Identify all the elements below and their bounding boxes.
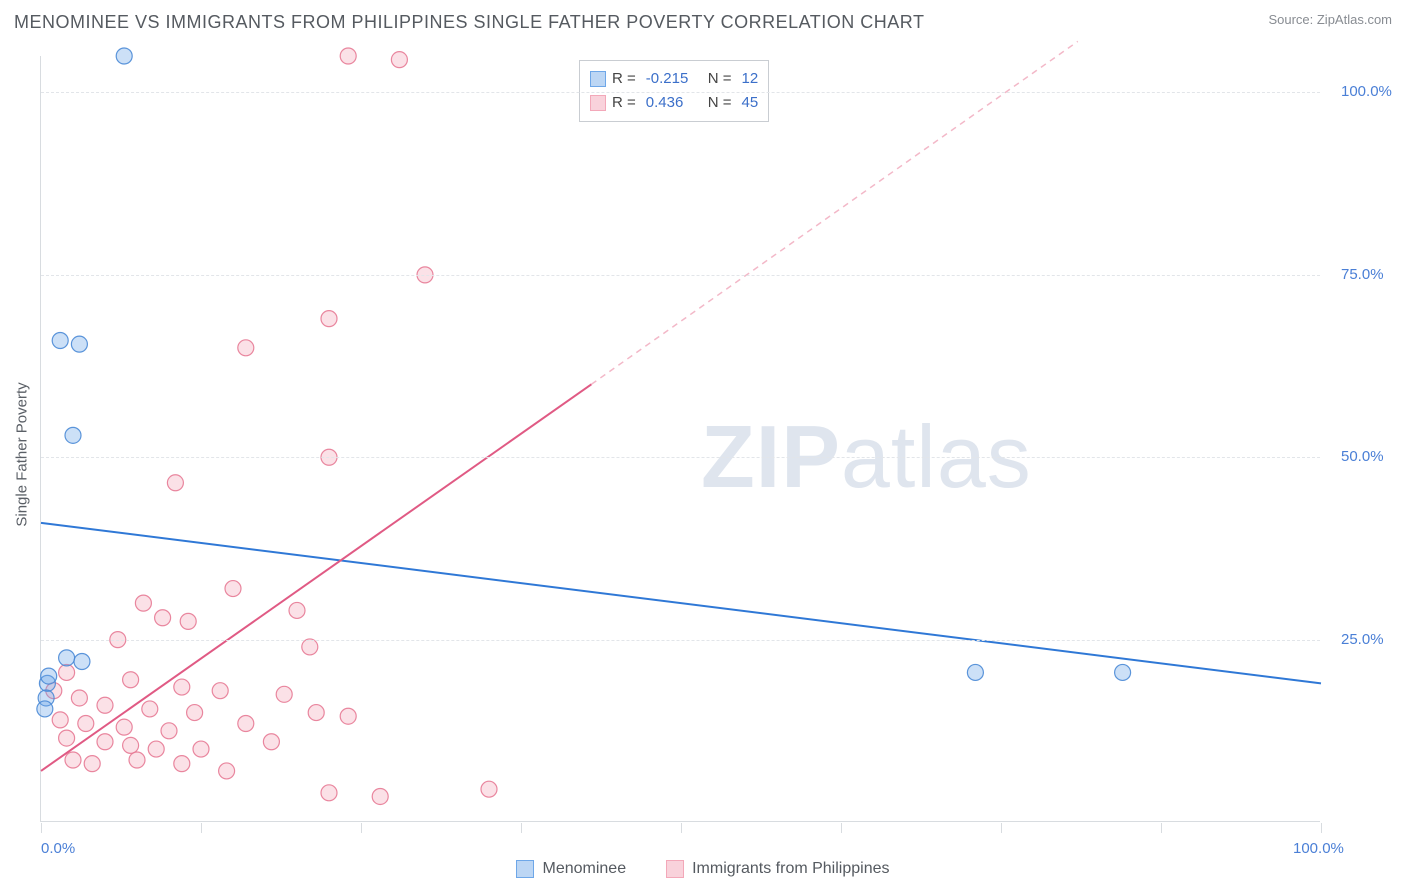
stats-row: R = 0.436 N = 45 [590, 91, 758, 115]
legend-swatch [516, 860, 534, 878]
n-value: 45 [742, 91, 759, 115]
gridline [41, 275, 1320, 276]
scatter-plot: ZIPatlas R =-0.215N =12R =0.436N =45 25.… [40, 56, 1320, 822]
gridline [41, 457, 1320, 458]
n-label: N = [708, 67, 732, 91]
y-tick-label: 75.0% [1341, 266, 1384, 283]
y-tick-label: 50.0% [1341, 448, 1384, 465]
r-label: R = [612, 91, 636, 115]
n-value: 12 [742, 67, 759, 91]
legend-label: Menominee [542, 860, 626, 878]
x-tick [1161, 823, 1162, 833]
y-tick-label: 25.0% [1341, 631, 1384, 648]
gridline [41, 92, 1320, 93]
x-tick [1321, 823, 1322, 833]
series-swatch [590, 71, 606, 87]
x-tick [841, 823, 842, 833]
chart-title: MENOMINEE VS IMMIGRANTS FROM PHILIPPINES… [14, 12, 924, 33]
plot-svg [41, 56, 1321, 822]
legend-swatch [666, 860, 684, 878]
stats-row: R = -0.215 N = 12 [590, 67, 758, 91]
r-label: R = [612, 67, 636, 91]
x-tick [41, 823, 42, 833]
y-tick-label: 100.0% [1341, 83, 1392, 100]
gridline [41, 640, 1320, 641]
x-tick [201, 823, 202, 833]
x-tick-label: 100.0% [1293, 840, 1386, 857]
legend-item: Immigrants from Philippines [666, 860, 889, 878]
x-tick [361, 823, 362, 833]
legend-item: Menominee [516, 860, 626, 878]
y-axis-label: Single Father Poverty [14, 382, 31, 526]
legend-label: Immigrants from Philippines [692, 860, 889, 878]
chart-legend: Menominee Immigrants from Philippines [0, 860, 1406, 878]
x-tick [1001, 823, 1002, 833]
source-attribution: Source: ZipAtlas.com [1268, 12, 1392, 27]
x-tick-label: 0.0% [41, 840, 75, 857]
r-value: 0.436 [646, 91, 694, 115]
n-label: N = [708, 91, 732, 115]
r-value: -0.215 [646, 67, 694, 91]
x-tick [521, 823, 522, 833]
series-swatch [590, 95, 606, 111]
correlation-stats-box: R = -0.215 N = 12 R = 0.436 N = 45 [579, 60, 769, 122]
x-tick [681, 823, 682, 833]
